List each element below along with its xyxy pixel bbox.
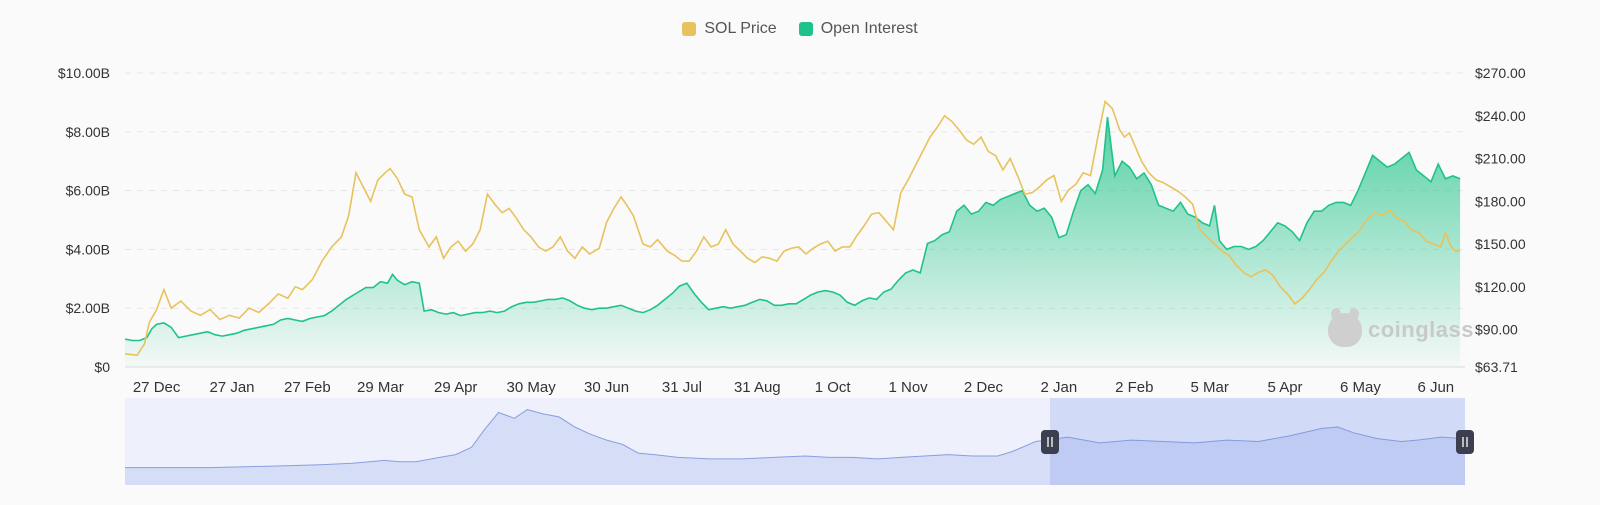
navigator-handle-right[interactable] xyxy=(1456,430,1474,454)
navigator-selection xyxy=(1050,398,1465,485)
legend-swatch-sol-price xyxy=(682,22,697,36)
right-axis-tick: $120.00 xyxy=(1475,279,1526,295)
x-axis-tick: 30 Jun xyxy=(584,379,629,396)
legend-label-open-interest: Open Interest xyxy=(820,20,918,37)
x-axis-tick: 30 May xyxy=(507,379,557,396)
left-axis-tick: $8.00B xyxy=(66,124,110,140)
x-axis-tick: 27 Dec xyxy=(133,379,181,396)
x-axis-tick: 6 Jun xyxy=(1417,379,1454,396)
navigator-area xyxy=(125,409,1465,485)
axes: $0 $2.00B $4.00B $6.00B $8.00B $10.00B $63.71 $… xyxy=(58,65,1526,396)
handle-grip-icon xyxy=(1041,430,1059,454)
coinglass-logo-icon xyxy=(1328,308,1362,347)
x-axis-tick: 2 Jan xyxy=(1041,379,1078,396)
legend-swatch-open-interest xyxy=(798,22,813,36)
x-axis-tick: 1 Oct xyxy=(815,379,852,396)
left-axis-tick: $2.00B xyxy=(66,300,110,316)
left-axis-tick: $6.00B xyxy=(66,183,110,199)
coinglass-watermark: coinglass xyxy=(1328,308,1474,347)
navigator-line xyxy=(125,409,1466,469)
legend-item-open-interest[interactable]: Open Interest xyxy=(798,20,918,38)
right-axis-tick: $63.71 xyxy=(1475,359,1518,375)
open-interest-line xyxy=(124,117,1461,342)
x-axis-tick: 31 Jul xyxy=(662,379,702,396)
legend-item-sol-price[interactable]: SOL Price xyxy=(682,20,777,38)
left-axis-tick: $4.00B xyxy=(66,241,110,257)
right-axis-tick: $180.00 xyxy=(1475,193,1526,209)
right-axis-tick: $150.00 xyxy=(1475,236,1526,252)
x-axis-tick: 31 Aug xyxy=(734,379,781,396)
x-axis-tick: 5 Apr xyxy=(1268,379,1303,396)
navigator-handle-left[interactable] xyxy=(1041,430,1059,454)
navigator[interactable] xyxy=(125,398,1474,485)
x-axis-tick: 2 Dec xyxy=(964,379,1004,396)
legend-label-sol-price: SOL Price xyxy=(704,20,777,37)
handle-grip-icon xyxy=(1456,430,1474,454)
watermark-text: coinglass xyxy=(1368,317,1474,342)
right-axis-tick: $240.00 xyxy=(1475,108,1526,124)
x-axis-tick: 29 Apr xyxy=(434,379,477,396)
open-interest-area xyxy=(125,117,1461,367)
legend: SOL Price Open Interest xyxy=(0,20,1600,38)
x-axis-tick: 6 May xyxy=(1340,379,1381,396)
right-axis-tick: $210.00 xyxy=(1475,151,1526,167)
right-axis-tick: $90.00 xyxy=(1475,322,1518,338)
x-axis-tick: 5 Mar xyxy=(1190,379,1228,396)
right-axis-tick: $270.00 xyxy=(1475,65,1526,81)
x-axis-tick: 27 Jan xyxy=(209,379,254,396)
x-axis-tick: 29 Mar xyxy=(357,379,404,396)
x-axis-tick: 1 Nov xyxy=(888,379,928,396)
plot-area xyxy=(124,99,1461,367)
left-axis-tick: $10.00B xyxy=(58,65,110,81)
left-axis-tick: $0 xyxy=(94,359,110,375)
x-axis-tick: 2 Feb xyxy=(1115,379,1153,396)
sol-price-line xyxy=(124,99,1461,357)
x-axis-tick: 27 Feb xyxy=(284,379,331,396)
